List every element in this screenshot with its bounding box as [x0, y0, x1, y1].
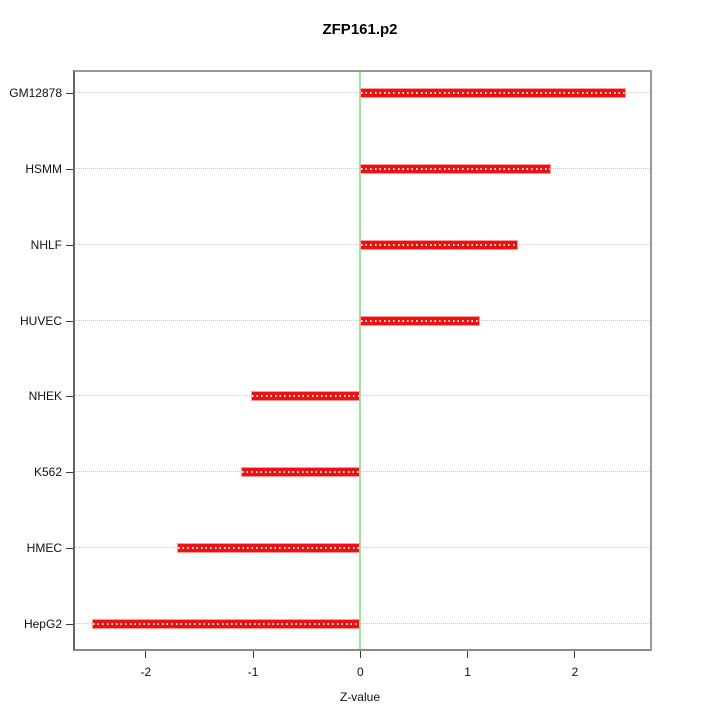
y-tick [66, 472, 73, 474]
x-tick [145, 651, 147, 658]
x-tick-label: -2 [140, 665, 152, 679]
bar [250, 391, 361, 402]
x-tick-label: 2 [571, 665, 579, 679]
x-tick [359, 651, 361, 658]
x-tick [467, 651, 469, 658]
bar-dot-pattern [361, 319, 480, 322]
x-tick [574, 651, 576, 658]
y-tick-label: HMEC [26, 541, 62, 556]
chart-title: ZFP161.p2 [322, 21, 398, 38]
gridline [75, 623, 650, 624]
bar-dot-pattern [361, 92, 626, 94]
bar [241, 467, 361, 478]
x-tick [252, 651, 254, 658]
gridline [75, 547, 650, 549]
x-tick-label: -1 [247, 665, 259, 679]
y-tick [66, 168, 73, 170]
y-tick-label: HSMM [25, 161, 62, 176]
bar-dot-pattern [242, 471, 360, 474]
plot-area: GM12878 HSMM NHLF HUVEC NHEK K562 HMEC HepG2 -2 -… [9, 70, 652, 679]
bar-dot-pattern [93, 623, 360, 625]
bar [360, 88, 627, 98]
y-tick [66, 396, 73, 398]
y-tick-label: K562 [33, 465, 62, 480]
y-tick-label: HUVEC [19, 313, 62, 328]
bar [360, 239, 519, 250]
y-tick-label: NHLF [30, 237, 62, 252]
bar [176, 543, 361, 554]
bar [360, 163, 552, 174]
bar-dot-pattern [361, 167, 551, 170]
zero-line [359, 72, 362, 649]
y-tick [66, 548, 73, 550]
x-tick-label: 1 [464, 665, 471, 679]
y-tick [66, 244, 73, 246]
y-tick-label: GM12878 [9, 86, 62, 100]
gridline [75, 395, 650, 397]
bar-dot-pattern [177, 547, 360, 550]
bar-dot-pattern [361, 243, 518, 246]
y-tick-label: NHEK [28, 389, 62, 404]
y-tick [66, 624, 73, 625]
x-tick-label: 0 [357, 665, 364, 679]
gridline [75, 471, 650, 473]
bar-dot-pattern [251, 395, 360, 398]
y-tick [66, 93, 73, 94]
y-tick [66, 320, 73, 322]
y-tick-label: HepG2 [23, 617, 62, 631]
bar [360, 315, 481, 326]
x-axis-title: Z-value [339, 690, 380, 704]
bar [92, 619, 361, 629]
